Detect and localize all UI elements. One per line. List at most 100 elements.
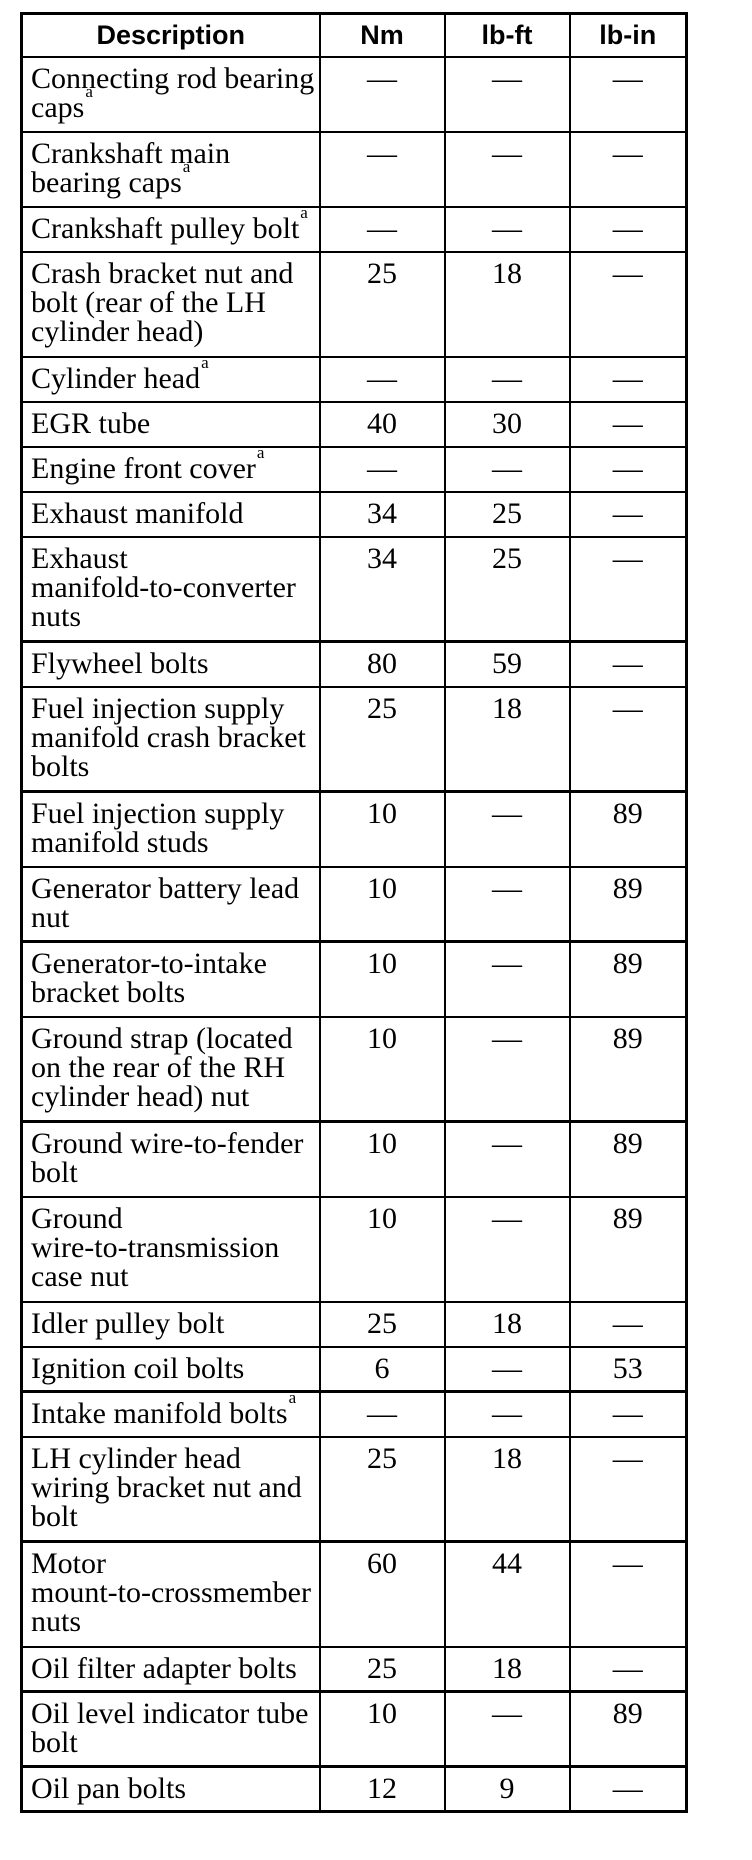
description-line: EGR tube: [31, 406, 317, 440]
table-row: Crankshaft main bearing capsa — — —: [20, 130, 688, 208]
lb-in-cell: —: [568, 1645, 688, 1693]
description-line: nuts: [31, 1607, 317, 1637]
description-line: Motor: [31, 1549, 317, 1579]
description-text: manifold-to-converter: [31, 570, 296, 604]
description-line: bearing capsa: [31, 158, 317, 198]
lb-in-cell: —: [568, 535, 688, 643]
nm-cell: 10: [318, 1015, 446, 1123]
description-text: Idler pulley bolt: [31, 1306, 225, 1340]
description-text: bolt: [31, 1726, 78, 1759]
description-line: bolt (rear of the LH: [31, 287, 317, 317]
description-cell: Motor mount-to-crossmember nuts: [20, 1540, 321, 1648]
lb-in-cell: 89: [568, 790, 688, 868]
table-row: Idler pulley bolt 25 18 —: [20, 1300, 688, 1348]
description-line: bolt: [31, 1726, 317, 1759]
description-cell: Crankshaft pulley bolta: [20, 204, 321, 253]
lb-in-cell: —: [568, 205, 688, 253]
table-row: Ignition coil bolts 6 — 53: [20, 1345, 688, 1393]
nm-cell: 10: [318, 1195, 446, 1303]
nm-cell: 10: [318, 790, 446, 868]
header-row: Description Nm lb-ft lb-in: [20, 12, 688, 58]
nm-cell: 25: [318, 1435, 446, 1543]
description-cell: Idler pulley bolt: [20, 1300, 321, 1348]
table-row: Ground strap (located on the rear of the …: [20, 1015, 688, 1123]
description-text: caps: [31, 90, 85, 124]
description-cell: Exhaust manifold-to-converter nuts: [20, 535, 321, 643]
table-row: LH cylinder head wiring bracket nut and bo…: [20, 1435, 688, 1543]
table-row: Generator battery lead nut 10 — 89: [20, 865, 688, 943]
description-text: on the rear of the RH: [31, 1050, 286, 1084]
description-text: Fuel injection supply: [31, 797, 285, 830]
footnote-marker: a: [85, 81, 93, 101]
description-line: bracket bolts: [31, 978, 317, 1008]
table-row: Exhaust manifold-to-converter nuts 34 25 —: [20, 535, 688, 643]
lb-in-cell: 89: [568, 1690, 688, 1768]
footnote-marker: a: [201, 352, 209, 372]
lb-in-cell: —: [568, 355, 688, 403]
lb-ft-cell: —: [443, 130, 571, 208]
description-line: nut: [31, 902, 317, 932]
description-line: Intake manifold boltsa: [31, 1389, 317, 1429]
description-line: manifold-to-converter: [31, 570, 317, 604]
description-line: Exhaust manifold: [31, 496, 317, 530]
description-cell: EGR tube: [20, 400, 321, 448]
table-row: Ground wire-to-transmission case nut 10 — …: [20, 1195, 688, 1303]
lb-in-cell: —: [568, 55, 688, 133]
description-line: Ground: [31, 1201, 317, 1235]
description-line: Ignition coil bolts: [31, 1353, 317, 1383]
lb-in-cell: 89: [568, 865, 688, 943]
table-row: Crash bracket nut and bolt (rear of the L…: [20, 250, 688, 358]
description-text: Oil level indicator tube: [31, 1697, 309, 1730]
lb-in-cell: —: [568, 1435, 688, 1543]
nm-cell: —: [318, 445, 446, 493]
description-line: on the rear of the RH: [31, 1050, 317, 1084]
description-text: Engine front cover: [31, 451, 256, 485]
description-text: EGR tube: [31, 406, 151, 440]
description-cell: Crash bracket nut and bolt (rear of the L…: [20, 250, 321, 358]
lb-ft-cell: —: [443, 790, 571, 868]
description-cell: Exhaust manifold: [20, 490, 321, 538]
lb-ft-cell: 18: [443, 1645, 571, 1693]
lb-ft-cell: —: [443, 445, 571, 493]
nm-cell: —: [318, 130, 446, 208]
description-line: wiring bracket nut and: [31, 1472, 317, 1502]
description-line: case nut: [31, 1259, 317, 1293]
description-line: Fuel injection supply: [31, 797, 317, 830]
nm-cell: 34: [318, 490, 446, 538]
description-line: Idler pulley bolt: [31, 1306, 317, 1340]
torque-specifications-table: Description Nm lb-ft lb-in Connecting ro…: [20, 12, 688, 1813]
lb-in-cell: —: [568, 1540, 688, 1648]
description-cell: Cylinder heada: [20, 354, 321, 403]
lb-in-cell: 89: [568, 1195, 688, 1303]
description-text: Ground strap (located: [31, 1021, 293, 1055]
nm-cell: 80: [318, 640, 446, 688]
description-text: Ground: [31, 1201, 123, 1235]
description-text: Exhaust manifold: [31, 496, 244, 530]
description-cell: Ground strap (located on the rear of the …: [20, 1015, 321, 1123]
table-row: Fuel injection supply manifold studs 10 —…: [20, 790, 688, 868]
description-text: Exhaust: [31, 541, 128, 575]
description-text: manifold crash bracket: [31, 720, 306, 754]
description-text: bolt: [31, 1499, 78, 1533]
description-line: Flywheel bolts: [31, 649, 317, 679]
lb-ft-cell: 18: [443, 685, 571, 793]
description-text: case nut: [31, 1259, 129, 1293]
footnote-marker: a: [182, 156, 191, 176]
lb-ft-cell: —: [443, 1120, 571, 1198]
description-text: Oil filter adapter bolts: [31, 1651, 297, 1685]
description-line: Fuel injection supply: [31, 691, 317, 725]
lb-in-cell: 89: [568, 940, 688, 1018]
description-cell: Generator-to-intake bracket bolts: [20, 940, 321, 1018]
lb-in-cell: —: [568, 1390, 688, 1438]
description-text: Fuel injection supply: [31, 691, 285, 725]
nm-cell: 10: [318, 940, 446, 1018]
nm-cell: 10: [318, 1690, 446, 1768]
table-row: Cylinder heada — — —: [20, 354, 688, 403]
lb-ft-cell: —: [443, 940, 571, 1018]
nm-cell: —: [318, 55, 446, 133]
description-cell: Flywheel bolts: [20, 640, 321, 688]
lb-ft-cell: 9: [443, 1765, 571, 1813]
description-text: mount-to-crossmember: [31, 1576, 311, 1609]
description-cell: Ignition coil bolts: [20, 1345, 321, 1393]
